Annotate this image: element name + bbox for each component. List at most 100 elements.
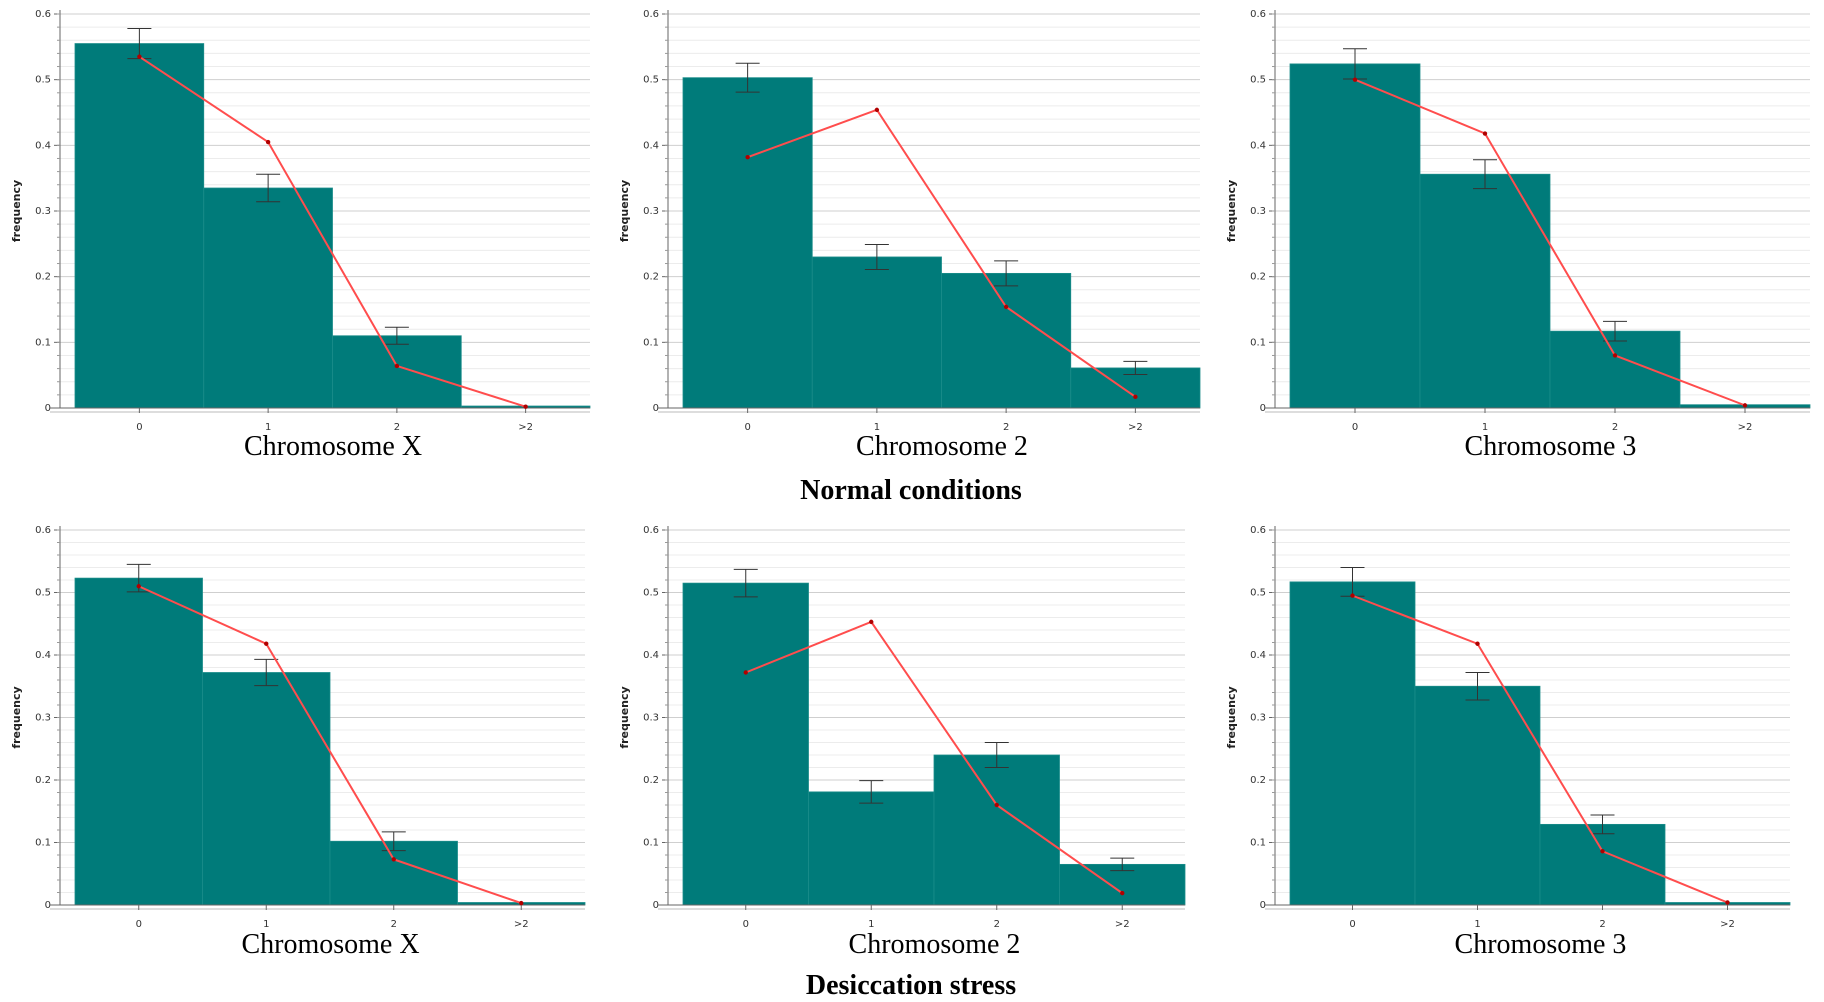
series-line [138, 55, 526, 408]
x-tick-label: 1 [874, 422, 880, 433]
x-tick-label: 1 [868, 919, 874, 930]
x-tick-label: 2 [994, 919, 1000, 930]
chart-title: Chromosome X [241, 929, 419, 960]
series-line [1354, 78, 1746, 407]
x-tick-label: 2 [1612, 422, 1618, 433]
line-point-0 [137, 54, 142, 59]
chart-panel-0: 0 0.1 0.2 0.3 0.4 0.5 0.6 frequency 0 1 2 >2 Chromos… [10, 9, 591, 462]
bar-2 [332, 335, 462, 409]
bar-0 [1289, 63, 1421, 409]
line-point->2 [1133, 394, 1138, 400]
x-tick-label: 1 [263, 919, 269, 930]
y-tick-label: 0.3 [643, 713, 659, 724]
x-tick-label: 0 [1352, 422, 1358, 433]
y-tick-label: 0.4 [35, 650, 51, 661]
y-tick-label: 0.5 [643, 588, 659, 599]
y-tick-label: 0.4 [643, 140, 659, 151]
y-tick-label: 0.2 [35, 775, 51, 786]
bar-0 [682, 77, 813, 409]
x-tick-label: 1 [265, 422, 271, 433]
line-point-2 [394, 363, 400, 369]
y-tick-label: 0.3 [1250, 206, 1266, 217]
chart-title: Chromosome 2 [856, 431, 1028, 462]
section-title-desiccation: Desiccation stress [806, 970, 1016, 1001]
y-tick-label: 0.2 [643, 272, 659, 283]
x-tick-label: 1 [1474, 919, 1480, 930]
line-point-2 [994, 802, 999, 808]
line-point-0 [745, 154, 750, 160]
y-tick-label: 0.6 [643, 525, 659, 536]
chart-panel-5: 0 0.1 0.2 0.3 0.4 0.5 0.6 frequency 0 1 2 >2 Chromos… [1225, 525, 1791, 960]
bar-2 [933, 754, 1060, 906]
line-point-0 [1350, 593, 1355, 598]
x-tick-label: >2 [1738, 422, 1753, 433]
section-title-normal: Normal conditions [800, 475, 1022, 506]
y-axis-label: frequency [618, 686, 631, 748]
y-tick-label: 0.2 [1250, 272, 1266, 283]
y-tick-label: 0.3 [35, 206, 51, 217]
x-tick-label: >2 [1115, 919, 1130, 930]
chart-panel-4: 0 0.1 0.2 0.3 0.4 0.5 0.6 frequency 0 1 2 >2 Chromos… [618, 525, 1186, 960]
line-point-1 [1482, 131, 1488, 136]
y-tick-label: 0.1 [35, 838, 51, 849]
bar-1 [1414, 685, 1541, 906]
x-tick-label: >2 [1128, 422, 1143, 433]
series-line [138, 585, 522, 905]
x-tick-label: >2 [1720, 919, 1735, 930]
x-tick-label: 2 [394, 422, 400, 433]
x-tick-label: 0 [744, 422, 750, 433]
y-tick-label: 0 [653, 403, 659, 414]
chart-title: Chromosome X [244, 431, 422, 462]
y-tick-label: 0.6 [1250, 525, 1266, 536]
bar-2 [941, 272, 1072, 409]
y-tick-label: 0.5 [643, 75, 659, 86]
chart-panel-2: 0 0.1 0.2 0.3 0.4 0.5 0.6 frequency 0 1 2 >2 Chromos… [1225, 9, 1811, 462]
y-tick-label: 0 [45, 900, 51, 911]
y-tick-label: 0.5 [35, 588, 51, 599]
series-line [1352, 594, 1728, 904]
y-tick-label: 0.6 [643, 9, 659, 20]
y-tick-label: 0.1 [35, 337, 51, 348]
y-tick-label: 0.2 [643, 775, 659, 786]
series-line [745, 620, 1123, 894]
y-axis-label: frequency [10, 180, 23, 242]
bar-2 [1539, 823, 1666, 906]
x-tick-label: >2 [514, 919, 529, 930]
y-tick-label: 0.5 [35, 75, 51, 86]
line-point->2 [1742, 403, 1748, 408]
line-point-2 [391, 857, 396, 862]
x-tick-label: >2 [518, 422, 533, 433]
line-point-1 [264, 641, 269, 646]
line-point->2 [1120, 890, 1125, 896]
y-axis-label: frequency [10, 686, 23, 748]
line-point-0 [743, 670, 748, 675]
bar-0 [74, 43, 205, 409]
y-axis-label: frequency [1225, 180, 1238, 242]
line-point-1 [265, 139, 271, 145]
line-point-1 [1475, 641, 1480, 646]
x-tick-label: 0 [743, 919, 749, 930]
y-axis-label: frequency [618, 180, 631, 242]
y-tick-label: 0.5 [1250, 75, 1266, 86]
y-tick-label: 0 [45, 403, 51, 414]
bar->2 [1059, 863, 1186, 906]
y-tick-label: 0.4 [35, 140, 51, 151]
line-point->2 [1725, 900, 1730, 905]
chart-title: Chromosome 2 [849, 929, 1021, 960]
y-tick-label: 0.3 [35, 713, 51, 724]
line-point-2 [1600, 849, 1605, 854]
y-tick-label: 0.3 [1250, 713, 1266, 724]
y-tick-label: 0.6 [1250, 9, 1266, 20]
line-point-0 [1352, 77, 1358, 82]
y-tick-label: 0.1 [1250, 337, 1266, 348]
bar-1 [202, 672, 331, 906]
y-tick-label: 0.5 [1250, 588, 1266, 599]
chart-panel-1: 0 0.1 0.2 0.3 0.4 0.5 0.6 frequency 0 1 2 >2 Chromos… [618, 9, 1201, 462]
y-tick-label: 0.1 [643, 337, 659, 348]
line-point-2 [1612, 353, 1618, 358]
x-tick-label: 0 [1349, 919, 1355, 930]
line-point->2 [519, 900, 524, 906]
bar-1 [811, 256, 942, 409]
line-point-1 [869, 619, 874, 625]
